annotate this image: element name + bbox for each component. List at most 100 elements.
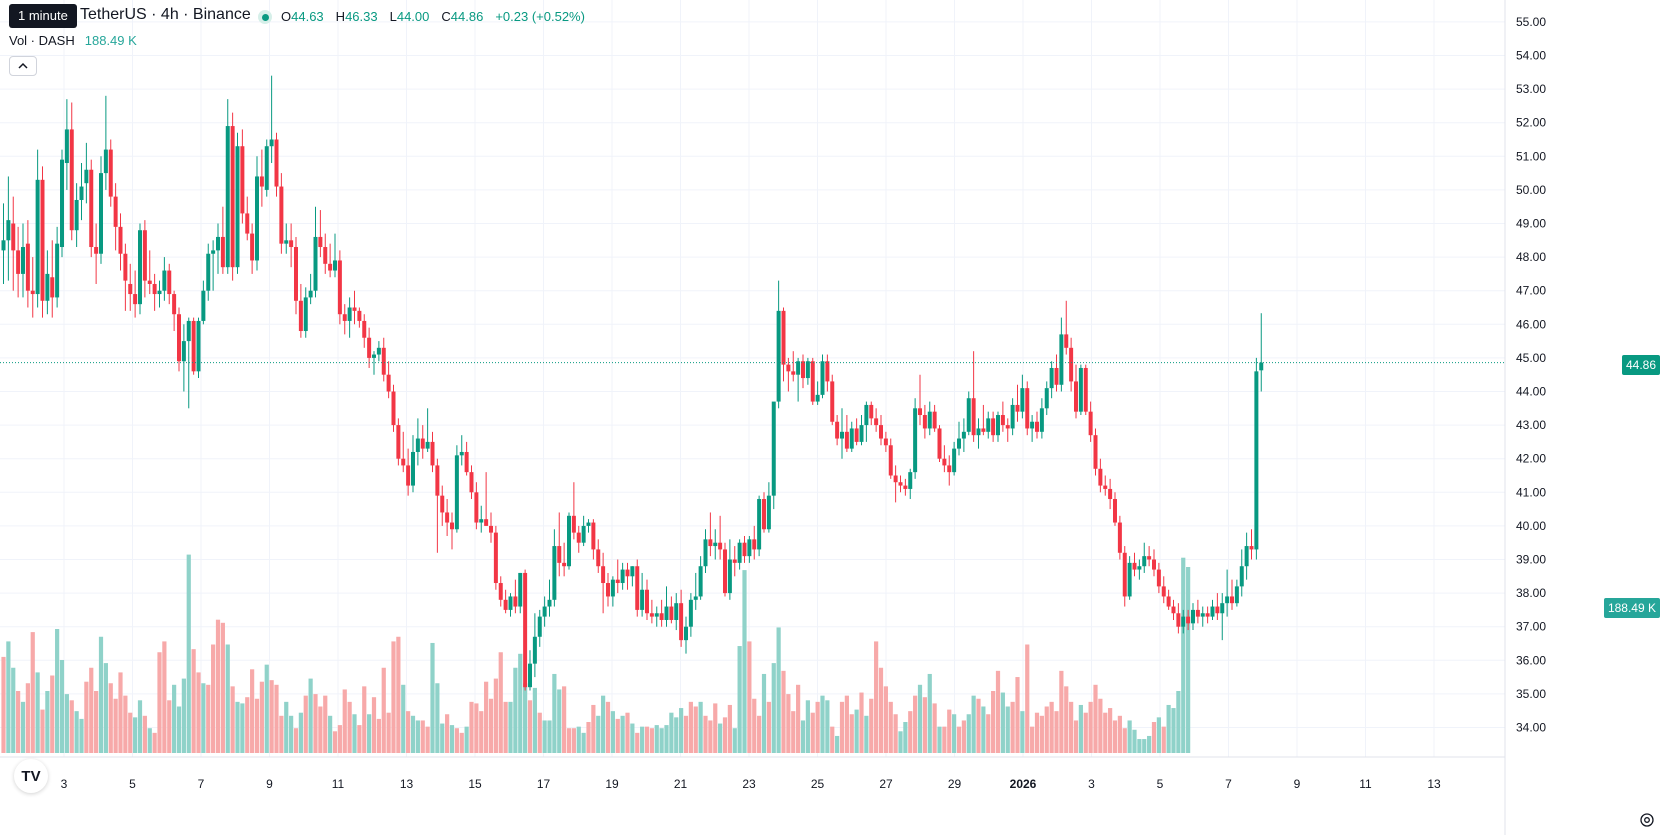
candle-body <box>830 381 835 422</box>
candle-body <box>908 472 913 489</box>
last-price-tag: 44.86 <box>1621 355 1660 375</box>
volume-bar <box>615 718 620 753</box>
volume-bar <box>1103 712 1108 753</box>
candle-body <box>1098 468 1103 486</box>
volume-bar <box>1005 706 1010 753</box>
volume-bar <box>761 673 767 753</box>
volume-bar <box>757 715 762 753</box>
candle-body <box>620 569 625 584</box>
volume-bar <box>932 703 937 753</box>
candle-body <box>947 465 952 473</box>
candle-body <box>815 394 820 402</box>
candle-body <box>601 566 606 584</box>
volume-bar <box>1181 557 1186 753</box>
price-axis: 34.00 35.00 36.00 37.00 38.00 39.00 40.00 41.00… <box>0 0 1546 835</box>
volume-bar <box>245 697 250 753</box>
price-tick-label: 39.00 <box>1516 553 1546 567</box>
volume-bar <box>1122 728 1127 753</box>
tradingview-logo-icon[interactable]: TV <box>14 759 48 793</box>
candle-body <box>1054 367 1059 385</box>
volume-bar <box>776 627 781 753</box>
candle-body <box>1113 499 1117 523</box>
volume-bar <box>269 680 274 753</box>
candle-body <box>913 408 918 473</box>
volume-bar <box>532 687 537 753</box>
time-tick-label: 9 <box>1294 777 1301 791</box>
volume-bar <box>966 714 971 753</box>
candle-body <box>167 270 172 295</box>
candle-body <box>420 438 425 449</box>
candle-body <box>864 404 869 426</box>
candle-body <box>294 247 298 301</box>
volume-bar <box>157 652 162 753</box>
candle-body <box>796 361 801 375</box>
volume-bar <box>874 641 879 753</box>
volume-bar <box>640 726 645 753</box>
volume-bar <box>732 728 737 753</box>
collapse-legend-button[interactable] <box>9 56 37 76</box>
candle-body <box>328 263 333 271</box>
volume-bar <box>1 656 6 753</box>
candle-body <box>103 149 108 174</box>
candle-body <box>596 549 601 567</box>
volume-bar <box>1010 701 1015 753</box>
volume-bar <box>162 641 167 753</box>
price-tick-label: 34.00 <box>1516 721 1546 735</box>
candle-body <box>172 294 177 315</box>
volume-bar <box>664 725 669 753</box>
candle-body <box>435 465 440 496</box>
volume-bar <box>1156 717 1161 753</box>
volume-bar <box>854 709 859 753</box>
volume-bar <box>1025 644 1030 753</box>
candle-body <box>35 179 40 295</box>
volume-bar <box>186 554 191 753</box>
volume-bar <box>893 714 898 753</box>
candle-body <box>337 260 342 315</box>
symbol-title[interactable]: TetherUS · 4h · Binance <box>80 6 251 23</box>
volume-bar <box>30 632 35 753</box>
candle-body <box>918 408 922 416</box>
volume-bar <box>386 712 391 753</box>
volume-bar <box>742 570 747 753</box>
candle-body <box>625 569 630 577</box>
volume-bar <box>737 646 742 753</box>
gear-icon[interactable] <box>1638 811 1656 829</box>
candle-body <box>79 186 84 200</box>
candle-body <box>937 428 942 459</box>
time-tick-label: 11 <box>1359 777 1372 791</box>
time-tick-label: 23 <box>742 777 756 791</box>
candle-body <box>786 364 791 372</box>
candle-body <box>133 294 138 305</box>
volume-bar <box>786 694 791 753</box>
volume-bar <box>371 697 377 753</box>
candle-body <box>1074 381 1078 412</box>
volume-bar <box>191 649 196 753</box>
volume-bar <box>40 709 45 753</box>
candle-body <box>615 579 620 584</box>
volume-bar <box>796 684 801 753</box>
volume-bar <box>1064 686 1069 753</box>
candle-body <box>1039 408 1044 432</box>
candle-body <box>1200 613 1205 617</box>
candle-body <box>1030 421 1035 429</box>
candle-body <box>225 126 230 268</box>
volume-bar <box>581 732 586 753</box>
candle-body <box>874 418 879 426</box>
candle-body <box>381 347 386 375</box>
volume-bar <box>913 695 918 753</box>
candle-body <box>528 663 532 688</box>
candle-body <box>835 421 840 439</box>
price-tick-label: 44.00 <box>1516 385 1546 399</box>
volume-bar <box>376 718 381 753</box>
volume-bar <box>883 686 888 753</box>
candle-body <box>450 522 454 530</box>
candle-body <box>45 273 50 301</box>
chevron-up-icon <box>18 62 28 69</box>
candle-body <box>771 401 776 496</box>
price-tick-label: 50.00 <box>1516 183 1546 197</box>
candle-body <box>235 146 240 268</box>
volume-bar <box>1098 698 1103 753</box>
volume-bar <box>981 706 986 753</box>
market-status-icon[interactable] <box>258 10 272 24</box>
